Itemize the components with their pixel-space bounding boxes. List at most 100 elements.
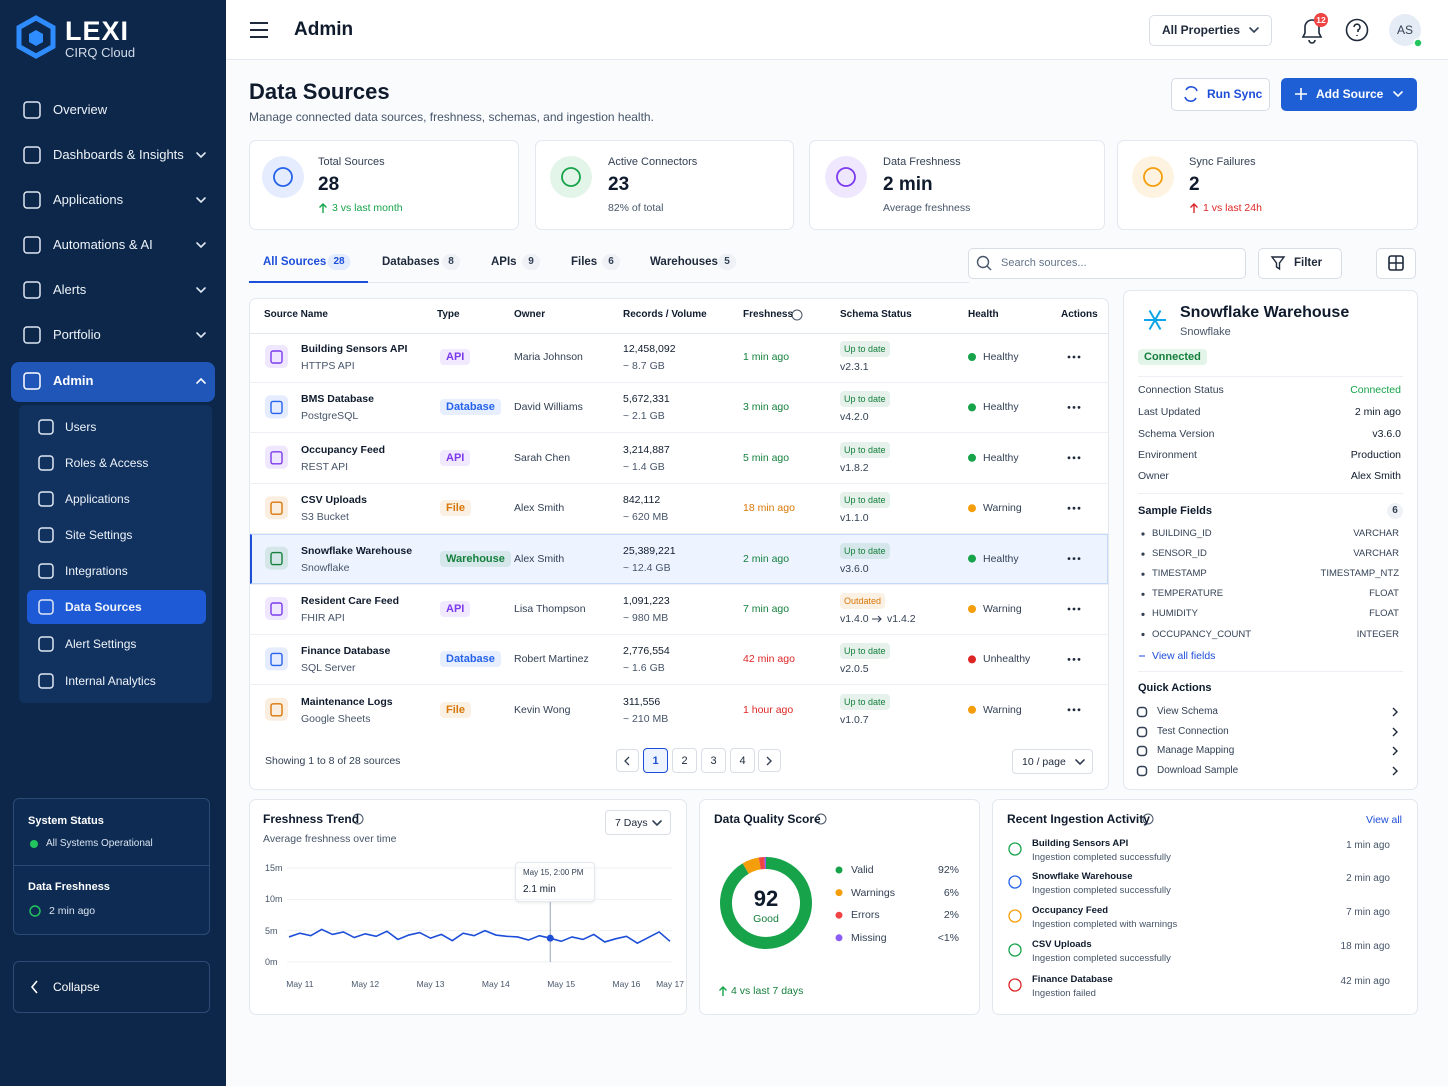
nav-label[interactable]: Alerts [53,282,87,297]
collapse-label[interactable]: Collapse [53,980,100,994]
nav-label[interactable]: Dashboards & Insights [53,147,184,162]
next-page[interactable] [758,749,781,772]
legend-dot [835,889,843,897]
search-box[interactable] [968,248,1246,279]
page-number[interactable]: 1 [652,755,659,767]
tab-label[interactable]: Files [571,256,598,268]
link[interactable]: View all [1366,814,1402,826]
source-name[interactable]: Building Sensors API [301,343,408,355]
prop-key: Last Updated [1138,406,1201,418]
activity-name: Building Sensors API [1032,838,1129,849]
schema-badge: Up to date [840,693,890,710]
source-name[interactable]: CSV Uploads [301,494,367,507]
label[interactable]: All Properties [1162,23,1241,37]
row-selected[interactable] [250,533,1108,584]
icon [1136,745,1148,757]
tab-label[interactable]: All Sources [263,256,327,268]
label[interactable]: Filter [1294,257,1323,269]
quality-card [699,799,980,1015]
chevron [766,756,772,766]
label[interactable]: 10 / page [1022,756,1066,768]
row-divider [249,634,1109,635]
tab-label[interactable]: APIs [491,256,517,268]
link[interactable]: View all fields [1152,650,1216,662]
nav-label[interactable]: Automations & AI [53,237,153,252]
subnav-label[interactable]: Users [65,420,97,434]
label: Manage connected data sources, freshness… [249,110,654,124]
fields-count: 6 [1392,505,1398,516]
per-page-select[interactable] [1012,749,1093,774]
source-name[interactable]: Maintenance Logs [301,695,393,708]
field-type: FLOAT [1369,608,1399,620]
type-badge: Database [440,651,501,668]
value-label: 6% [943,886,959,899]
subnav-item-active[interactable] [27,590,206,624]
label[interactable]: Add Source [1316,87,1384,101]
action-label[interactable]: Test Connection [1157,726,1229,737]
health-dot [968,453,976,462]
nav-label[interactable]: Applications [53,192,124,207]
action-label[interactable]: View Schema [1157,706,1218,717]
run-sync-button[interactable] [1171,78,1270,111]
nav-label[interactable]: Portfolio [53,327,101,342]
action-label[interactable]: Manage Mapping [1157,745,1235,756]
schema-version: v4.2.0 [840,411,869,424]
source-name[interactable]: Snowflake Warehouse [301,544,413,557]
chevron [196,377,206,384]
page-number[interactable]: 3 [710,755,717,767]
type-badge: API [440,449,471,466]
label[interactable]: Run Sync [1207,87,1263,101]
subnav-label[interactable]: Data Sources [65,600,142,614]
tab-label[interactable]: Warehouses [650,256,718,268]
stat-card [1117,140,1418,230]
subnav-label[interactable]: Roles & Access [65,456,149,470]
layout-icon [1389,256,1403,270]
icon [23,326,41,344]
nav-item-active[interactable] [11,362,215,402]
label[interactable]: 7 Days [615,817,648,829]
collapse-button[interactable] [13,961,210,1013]
page-number[interactable]: 4 [739,755,746,767]
stat-value: 23 [608,174,630,195]
tooltip-title: May 15, 2:00 PM [523,868,584,877]
nav-label[interactable]: Admin [53,373,94,388]
more-icon [1077,506,1081,510]
filter-button[interactable] [1258,248,1342,279]
source-name[interactable]: Finance Database [301,645,391,658]
page-button[interactable] [730,748,755,773]
status-badge: Connected [1138,349,1207,365]
divider [1138,671,1403,672]
page-number[interactable]: 2 [681,755,688,767]
label: System Status [28,815,104,827]
page-button[interactable] [701,748,726,773]
field-type: VARCHAR [1353,548,1399,560]
source-icon [270,400,283,415]
field-name: TEMPERATURE [1152,588,1224,600]
source-name[interactable]: BMS Database [301,393,374,406]
nav-label[interactable]: Overview [53,102,108,117]
more-icon [1077,557,1081,560]
subnav-label[interactable]: Applications [65,492,130,506]
source-name[interactable]: Resident Care Feed [301,595,400,607]
icon [38,636,54,652]
tab-label[interactable]: Databases [382,256,440,268]
more-icon [1072,406,1076,409]
subnav-label[interactable]: Internal Analytics [65,674,156,688]
page-button[interactable] [672,748,697,773]
subnav-label[interactable]: Alert Settings [65,637,137,651]
more-icon [1072,708,1076,712]
action-label[interactable]: Download Sample [1157,765,1239,776]
field-name: TIMESTAMP [1152,568,1207,580]
page-button[interactable] [643,748,668,773]
health-dot [968,403,976,412]
search-placeholder[interactable]: Search sources... [1001,257,1087,269]
subnav-label[interactable]: Site Settings [65,528,133,542]
field-name: SENSOR_ID [1152,548,1207,560]
more-icon [1067,708,1071,712]
prev-page[interactable] [616,749,639,772]
subnav-label[interactable]: Integrations [65,564,128,578]
source-name[interactable]: Occupancy Feed [301,443,386,456]
chevron [1075,759,1085,766]
records: 3,214,887 [623,443,670,456]
